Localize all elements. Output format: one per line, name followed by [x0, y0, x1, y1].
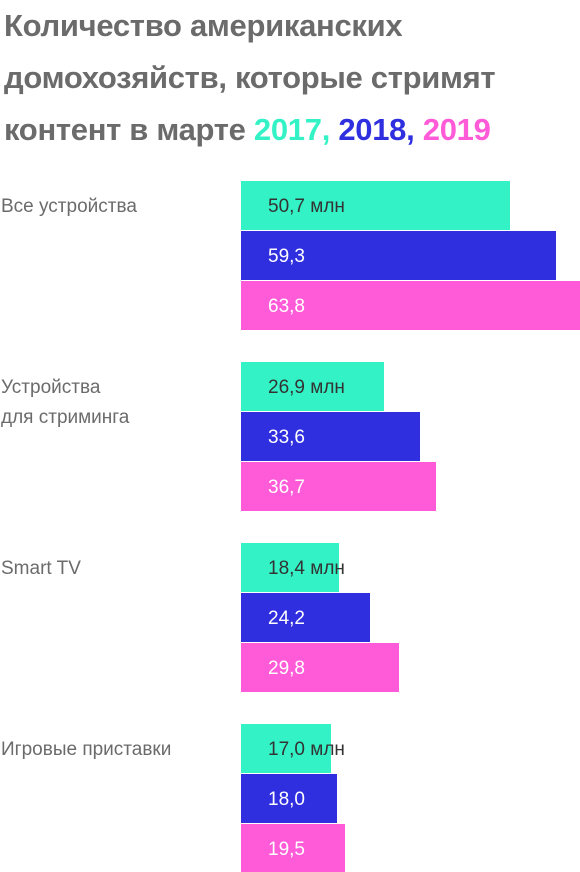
bar-2018: [241, 774, 337, 823]
data-label-2019: 19,5: [268, 839, 305, 860]
bar-2019: [241, 643, 399, 692]
bar-2017: [241, 362, 384, 411]
data-label-2017: 18,4 млн: [268, 558, 345, 579]
data-label-2018: 18,0: [268, 789, 305, 810]
data-label-2019: 29,8: [268, 658, 305, 679]
bar-2018: [241, 593, 370, 642]
data-label-2019: 36,7: [268, 477, 305, 498]
data-label-2019: 63,8: [268, 296, 305, 317]
bar-2018: [241, 231, 556, 280]
data-label-2018: 33,6: [268, 427, 305, 448]
bar-2018: [241, 412, 420, 461]
bar-2019: [241, 824, 345, 872]
data-label-2017: 17,0 млн: [268, 739, 345, 760]
data-label-2017: 50,7 млн: [268, 196, 345, 217]
bar-2017: [241, 543, 339, 592]
bar-2019: [241, 462, 436, 511]
chart-title: Количество американских домохозяйств, ко…: [4, 0, 576, 156]
bar-2019: [241, 281, 580, 330]
category-label: Устройства для стриминга: [1, 377, 130, 428]
category-label: Smart TV: [1, 558, 81, 579]
data-label-2018: 24,2: [268, 608, 305, 629]
category-label: Все устройства: [1, 196, 137, 217]
bar-2017: [241, 724, 331, 773]
data-label-2018: 59,3: [268, 246, 305, 267]
title-year-2019: 2019: [422, 112, 491, 147]
title-year-2017: 2017,: [253, 112, 331, 147]
category-label: Игровые приставки: [1, 739, 171, 760]
bar-2017: [241, 181, 510, 230]
title-text: Количество американских домохозяйств, ко…: [4, 8, 496, 147]
data-label-2017: 26,9 млн: [268, 377, 345, 398]
title-year-2018: 2018,: [338, 112, 415, 147]
